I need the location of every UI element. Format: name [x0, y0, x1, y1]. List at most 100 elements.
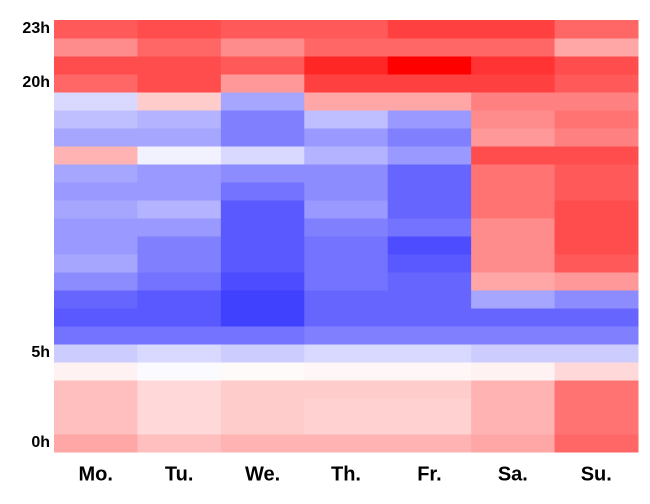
cell	[387, 434, 472, 453]
cell	[554, 416, 639, 435]
cell	[54, 92, 138, 111]
y-tick-label: 5h	[31, 344, 50, 361]
cell	[554, 308, 639, 327]
cell	[220, 272, 305, 291]
cell	[387, 20, 472, 39]
cell	[471, 326, 556, 345]
cell	[554, 110, 639, 129]
cell	[304, 254, 389, 273]
cell	[387, 308, 472, 327]
cell	[54, 218, 138, 237]
cell	[304, 200, 389, 219]
cell	[387, 38, 472, 57]
cell	[54, 326, 138, 345]
cell	[471, 128, 556, 147]
cell	[554, 272, 639, 291]
cell	[387, 200, 472, 219]
cell	[137, 272, 222, 291]
cell	[220, 344, 305, 363]
cell	[220, 146, 305, 165]
cell	[54, 164, 138, 183]
x-tick-label: Mo.	[78, 463, 112, 485]
cell	[54, 146, 138, 165]
cell	[554, 182, 639, 201]
cell	[220, 110, 305, 129]
cell	[554, 38, 639, 57]
cell	[471, 92, 556, 111]
cell	[471, 272, 556, 291]
cell	[471, 74, 556, 93]
cell	[387, 236, 472, 255]
cell	[387, 380, 472, 399]
cell	[304, 398, 389, 417]
cell	[387, 110, 472, 129]
cell	[471, 308, 556, 327]
cell	[137, 434, 222, 453]
cell	[137, 146, 222, 165]
y-tick-label: 20h	[22, 74, 50, 91]
cell	[554, 92, 639, 111]
cell	[471, 146, 556, 165]
cell	[54, 272, 138, 291]
cell	[554, 326, 639, 345]
cell	[137, 74, 222, 93]
cell	[387, 218, 472, 237]
cell	[220, 380, 305, 399]
cell	[137, 20, 222, 39]
cell	[137, 308, 222, 327]
cell	[137, 128, 222, 147]
x-tick-label: Su.	[581, 463, 612, 485]
x-tick-label: Fr.	[417, 463, 441, 485]
cell	[220, 326, 305, 345]
cell	[554, 164, 639, 183]
cell	[220, 128, 305, 147]
cell	[54, 200, 138, 219]
cell	[387, 92, 472, 111]
cell	[304, 218, 389, 237]
cell	[471, 362, 556, 381]
cell	[54, 416, 138, 435]
cell	[220, 74, 305, 93]
cell	[220, 20, 305, 39]
cell	[220, 236, 305, 255]
cell	[387, 362, 472, 381]
cell	[220, 218, 305, 237]
cell	[220, 92, 305, 111]
y-tick-label: 23h	[22, 20, 50, 37]
cell	[554, 290, 639, 309]
cell	[220, 434, 305, 453]
cell	[137, 326, 222, 345]
cell	[220, 38, 305, 57]
cell	[54, 254, 138, 273]
cell	[137, 362, 222, 381]
cell	[54, 362, 138, 381]
x-tick-label: Tu.	[165, 463, 194, 485]
cell	[137, 200, 222, 219]
cell	[471, 56, 556, 75]
cell	[54, 110, 138, 129]
cell	[220, 290, 305, 309]
cell	[387, 290, 472, 309]
cell	[304, 20, 389, 39]
cell	[304, 164, 389, 183]
cell	[304, 110, 389, 129]
cell	[387, 146, 472, 165]
cell	[220, 416, 305, 435]
cell	[54, 290, 138, 309]
cell	[387, 182, 472, 201]
cell	[387, 272, 472, 291]
cell	[471, 380, 556, 399]
cell	[137, 416, 222, 435]
cell	[387, 74, 472, 93]
cell	[554, 434, 639, 453]
cell	[220, 200, 305, 219]
cell	[137, 38, 222, 57]
cell	[137, 254, 222, 273]
cell	[137, 182, 222, 201]
cell	[54, 128, 138, 147]
cell	[554, 146, 639, 165]
cell	[387, 398, 472, 417]
cell	[471, 290, 556, 309]
